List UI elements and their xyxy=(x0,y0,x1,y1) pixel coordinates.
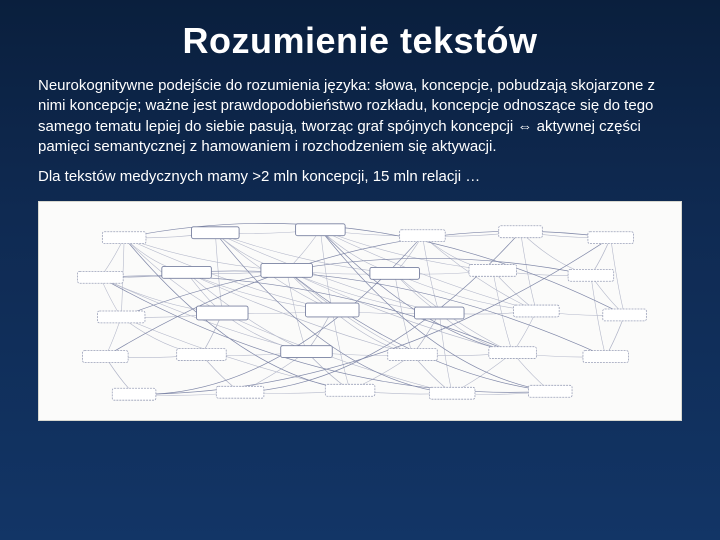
slide-title: Rozumienie tekstów xyxy=(0,0,720,76)
paragraph-1: Neurokognitywne podejście do rozumienia … xyxy=(38,76,682,157)
slide-body: Neurokognitywne podejście do rozumienia … xyxy=(0,76,720,187)
graph-svg xyxy=(39,202,681,420)
paragraph-2: Dla tekstów medycznych mamy >2 mln konce… xyxy=(38,167,682,187)
concept-graph xyxy=(38,201,682,421)
